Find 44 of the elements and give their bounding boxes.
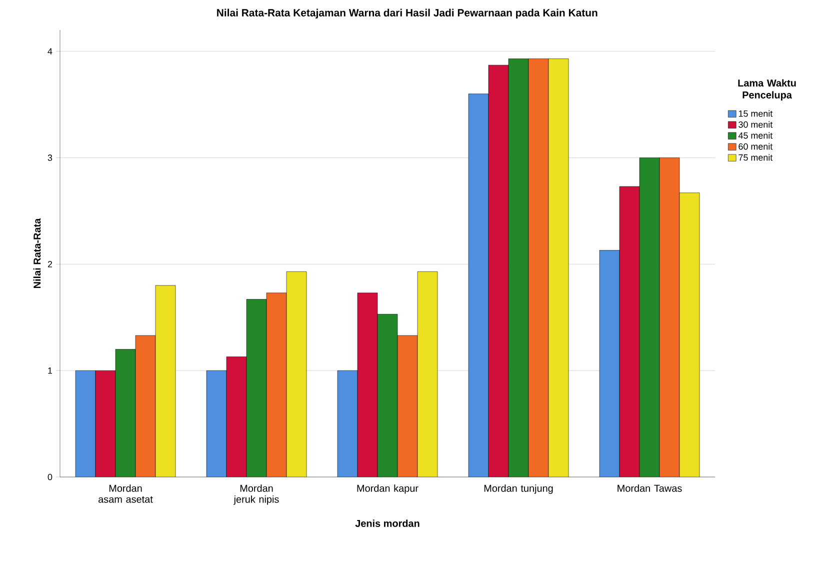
bar bbox=[155, 285, 176, 477]
y-tick-label: 2 bbox=[48, 261, 52, 268]
bar bbox=[115, 349, 136, 477]
y-tick-label: 1 bbox=[48, 367, 52, 374]
x-tick-label: Mordan tunjung bbox=[484, 484, 553, 494]
legend-label: 60 menit bbox=[738, 143, 773, 150]
bar bbox=[639, 158, 660, 477]
bar bbox=[266, 292, 287, 477]
bar bbox=[206, 370, 227, 477]
y-tick-label: 3 bbox=[48, 154, 52, 161]
bar bbox=[528, 58, 549, 477]
y-axis-title: Nilai Rata-Rata bbox=[33, 218, 41, 288]
legend-title: Lama Waktu Pencelupa bbox=[738, 79, 796, 100]
bar bbox=[548, 58, 569, 477]
bar bbox=[508, 58, 529, 477]
y-tick-label: 4 bbox=[48, 48, 52, 54]
bar bbox=[468, 94, 489, 477]
bar bbox=[246, 299, 267, 477]
bar bbox=[377, 314, 398, 477]
bar bbox=[619, 186, 640, 477]
bar bbox=[357, 292, 378, 477]
bar bbox=[286, 271, 307, 477]
legend-label: 15 menit bbox=[738, 110, 773, 117]
bar bbox=[397, 335, 418, 477]
bar bbox=[75, 370, 96, 477]
legend-label: 75 menit bbox=[738, 154, 773, 161]
bar bbox=[135, 335, 156, 477]
x-axis-title: Jenis mordan bbox=[355, 520, 420, 527]
legend-label: 45 menit bbox=[738, 132, 773, 139]
bar bbox=[599, 250, 620, 477]
x-tick-label: Mordan kapur bbox=[357, 484, 418, 494]
bar bbox=[226, 356, 247, 477]
x-tick-label: Mordan asam asetat bbox=[98, 484, 153, 503]
chart-title: Nilai Rata-Rata Ketajaman Warna dari Hasil Jadi Pewarnaan pada Kain Katun bbox=[217, 8, 598, 19]
bar bbox=[337, 370, 358, 477]
bar bbox=[417, 271, 438, 477]
bar bbox=[659, 158, 680, 477]
bar bbox=[679, 192, 700, 477]
x-tick-label: Mordan Tawas bbox=[618, 484, 682, 492]
x-tick-label: Mordan jeruk nipis bbox=[234, 484, 279, 505]
bar bbox=[95, 370, 116, 477]
y-tick-label: 0 bbox=[48, 474, 52, 480]
bar bbox=[488, 64, 509, 477]
legend-label: 30 menit bbox=[738, 121, 773, 128]
